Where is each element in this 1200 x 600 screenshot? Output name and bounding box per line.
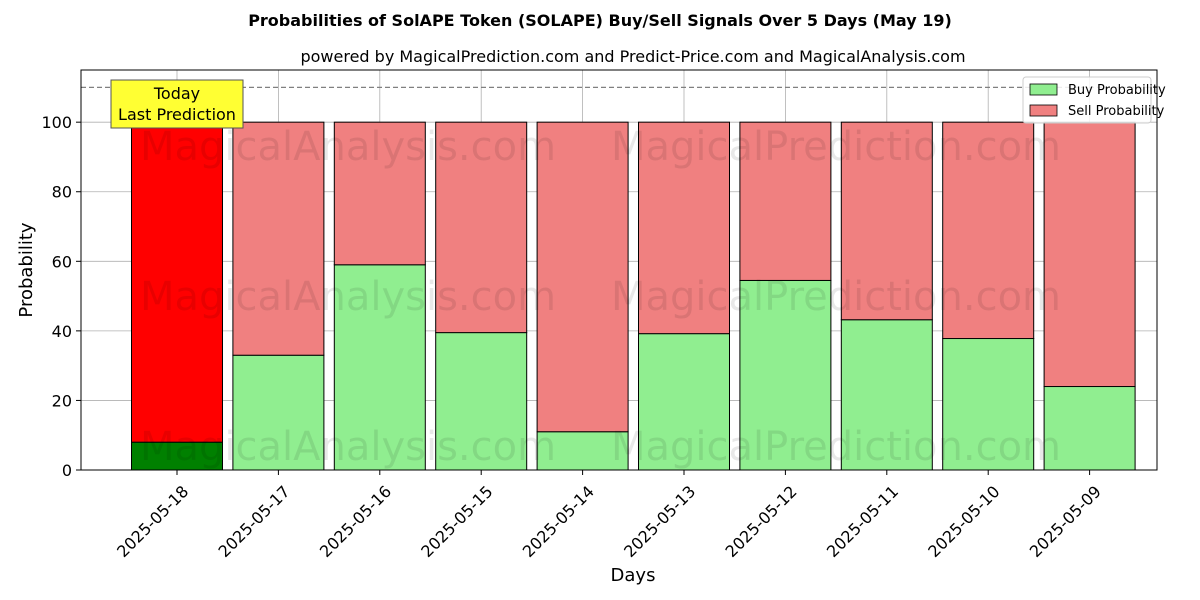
chart-subtitle: powered by MagicalPrediction.com and Pre… (300, 47, 965, 66)
y-tick-label: 40 (52, 322, 72, 341)
x-tick-label: 2025-05-12 (722, 482, 801, 561)
annotation-line-2: Last Prediction (118, 105, 236, 124)
x-tick-label: 2025-05-18 (113, 482, 192, 561)
x-tick-label: 2025-05-15 (417, 482, 496, 561)
bars (131, 121, 1136, 471)
watermark-text: MagicalPrediction.com (611, 274, 1061, 320)
y-tick-label: 0 (62, 461, 72, 480)
annotation-line-1: Today (153, 84, 200, 103)
y-tick-label: 60 (52, 252, 72, 271)
bar-buy-2025-05-12 (739, 279, 832, 471)
bar-sell-2025-05-15 (435, 121, 528, 334)
bar-buy-2025-05-09 (1043, 386, 1136, 471)
bar-sell-2025-05-16 (333, 121, 426, 266)
bar-sell-2025-05-09 (1043, 121, 1136, 388)
x-tick-label: 2025-05-09 (1026, 482, 1105, 561)
bar-sell-2025-05-17 (232, 121, 325, 356)
annotation-box (110, 79, 244, 129)
plot-frame (80, 69, 1158, 471)
x-tick-label: 2025-05-11 (823, 482, 902, 561)
legend-label: Sell Probability (1068, 104, 1165, 119)
bar-sell-2025-05-10 (942, 121, 1035, 340)
bar-buy-2025-05-14 (536, 431, 629, 471)
annotation: Today Last Prediction (110, 79, 244, 129)
watermark-text: MagicalPrediction.com (611, 424, 1061, 470)
x-tick-label: 2025-05-10 (924, 482, 1003, 561)
bar-buy-2025-05-16 (333, 264, 426, 471)
watermark-text: MagicalAnalysis.com (140, 424, 556, 470)
legend-swatch (1029, 104, 1058, 117)
watermark-text: MagicalAnalysis.com (140, 124, 556, 170)
x-tick-label: 2025-05-14 (519, 482, 598, 561)
x-tick-label: 2025-05-17 (215, 482, 294, 561)
chart-title: Probabilities of SolAPE Token (SOLAPE) B… (248, 11, 952, 30)
legend-swatch (1029, 83, 1058, 96)
bar-sell-2025-05-18 (131, 121, 223, 443)
y-tick-label: 100 (41, 113, 72, 132)
bar-buy-2025-05-10 (942, 338, 1035, 471)
x-axis-label: Days (611, 565, 656, 586)
y-tick-label: 20 (52, 391, 72, 410)
bar-buy-2025-05-13 (638, 333, 730, 471)
legend-label: Buy Probability (1068, 83, 1166, 98)
bar-sell-2025-05-13 (638, 121, 730, 335)
x-tick-label: 2025-05-13 (620, 482, 699, 561)
legend: Buy Probability Sell Probability (1022, 76, 1166, 124)
watermark-text: MagicalPrediction.com (611, 124, 1061, 170)
x-axis: 2025-05-18 2025-05-17 2025-05-16 2025-05-15… (113, 470, 1105, 561)
bar-sell-2025-05-14 (536, 121, 629, 433)
y-axis-label: Probability (16, 222, 37, 317)
bar-sell-2025-05-12 (739, 121, 832, 281)
watermarks: MagicalAnalysis.com MagicalPrediction.com… (140, 124, 1061, 470)
bar-buy-2025-05-15 (435, 332, 528, 471)
y-tick-label: 80 (52, 183, 72, 202)
y-axis: 0 20 40 60 80 100 (41, 113, 81, 480)
watermark-text: MagicalAnalysis.com (140, 274, 556, 320)
x-tick-label: 2025-05-16 (316, 482, 395, 561)
bar-buy-2025-05-11 (840, 319, 933, 471)
bar-sell-2025-05-11 (840, 121, 933, 321)
